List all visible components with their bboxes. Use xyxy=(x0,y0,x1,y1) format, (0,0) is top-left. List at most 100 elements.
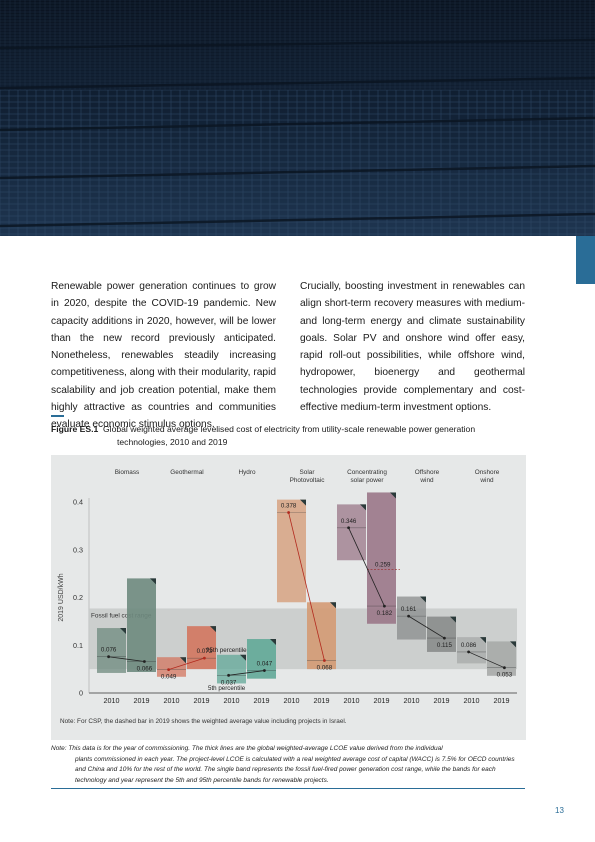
percentile-band xyxy=(157,657,186,677)
y-tick-label: 0 xyxy=(79,689,83,698)
technology-label: Solar xyxy=(300,469,316,476)
value-label: 0.346 xyxy=(341,518,357,525)
figure-panel: 2019 USD/kWh 0 0.1 0.2 0.3 0.4 Fossil fuel cos… xyxy=(51,455,526,740)
percentile-band xyxy=(247,639,276,679)
band-corner-marker xyxy=(390,492,396,499)
percentile-95-label: 95th percentile xyxy=(206,647,247,654)
value-label: 0.037 xyxy=(221,679,237,686)
technology-label: solar power xyxy=(350,477,384,484)
technology-label: Hydro xyxy=(238,469,255,476)
figure-note: Note: For CSP, the dashed bar in 2019 sh… xyxy=(60,718,347,725)
average-point xyxy=(383,604,386,608)
dashed-value-label: 0.259 xyxy=(375,561,391,568)
y-tick-label: 0.3 xyxy=(73,545,83,554)
band-corner-marker xyxy=(150,578,156,585)
y-tick-label: 0.2 xyxy=(73,593,83,602)
technology-label: Offshore xyxy=(415,469,440,476)
x-tick-label: 2019 xyxy=(494,696,510,705)
technology-label: wind xyxy=(479,477,494,484)
technology-label: Biomass xyxy=(115,469,140,476)
value-label: 0.068 xyxy=(317,665,333,672)
x-tick-label: 2019 xyxy=(134,696,150,705)
value-label: 0.047 xyxy=(257,661,273,668)
band-corner-marker xyxy=(450,616,456,623)
x-tick-label: 2019 xyxy=(314,696,330,705)
y-tick-label: 0.1 xyxy=(73,641,83,650)
bottom-note: Note: This data is for the year of commi… xyxy=(51,744,525,786)
figure-title-line1: Global weighted average levelised cost o… xyxy=(103,424,476,434)
average-point xyxy=(347,526,350,530)
value-label: 0.161 xyxy=(401,606,417,613)
average-point xyxy=(167,668,170,672)
value-label: 0.076 xyxy=(101,647,117,654)
y-axis-title: 2019 USD/kWh xyxy=(58,573,65,621)
average-point xyxy=(443,636,446,640)
value-label: 0.086 xyxy=(461,642,477,649)
percentile-band xyxy=(127,578,156,672)
x-tick-label: 2010 xyxy=(344,696,360,705)
value-label: 0.378 xyxy=(281,503,297,510)
fossil-fuel-label: Fossil fuel cost range xyxy=(91,612,152,619)
band-corner-marker xyxy=(240,654,246,661)
average-point xyxy=(107,655,110,659)
band-corner-marker xyxy=(180,657,186,664)
average-point xyxy=(467,650,470,654)
x-tick-label: 2019 xyxy=(194,696,210,705)
technology-label: Concentrating xyxy=(347,469,387,476)
technology-label: Onshore xyxy=(475,469,500,476)
trend-line xyxy=(408,615,445,639)
technology-label: wind xyxy=(419,477,434,484)
percentile-band xyxy=(307,602,336,670)
band-corner-marker xyxy=(480,637,486,644)
x-tick-label: 2010 xyxy=(404,696,420,705)
average-point xyxy=(323,659,326,662)
band-corner-marker xyxy=(300,499,306,506)
x-tick-label: 2010 xyxy=(284,696,300,705)
value-label: 0.073 xyxy=(197,648,213,655)
percentile-band xyxy=(217,654,246,684)
bottom-note-rest: plants commissioned in each year. The pr… xyxy=(75,755,515,784)
percentile-band xyxy=(97,628,126,673)
x-tick-label: 2019 xyxy=(434,696,450,705)
value-label: 0.049 xyxy=(161,674,177,681)
percentile-band xyxy=(427,616,456,652)
section-tab xyxy=(576,236,595,284)
figure-label: Figure ES.1 xyxy=(51,424,99,434)
band-corner-marker xyxy=(210,626,216,633)
y-tick-label: 0.4 xyxy=(73,498,83,507)
figure-accent-rule xyxy=(51,415,64,417)
lcoe-chart: 2019 USD/kWh 0 0.1 0.2 0.3 0.4 Fossil fuel cos… xyxy=(58,469,517,705)
value-label: 0.115 xyxy=(437,642,453,649)
bottom-note-first-line: Note: This data is for the year of commi… xyxy=(51,745,443,752)
page-number: 13 xyxy=(555,806,564,815)
band-corner-marker xyxy=(510,641,516,648)
hero-image-solar-panels xyxy=(0,0,595,236)
technology-label: Geothermal xyxy=(170,469,203,476)
trend-line xyxy=(468,651,505,669)
x-tick-label: 2010 xyxy=(104,696,120,705)
figure-caption: Figure ES.1 Global weighted average level… xyxy=(51,423,531,449)
figure-title-line2: technologies, 2010 and 2019 xyxy=(117,437,228,447)
trend-line xyxy=(288,512,325,661)
band-corner-marker xyxy=(330,602,336,609)
band-corner-marker xyxy=(360,504,366,511)
average-point xyxy=(407,614,410,618)
x-tick-label: 2010 xyxy=(164,696,180,705)
intro-paragraph-right: Crucially, boosting investment in renewa… xyxy=(300,281,525,414)
average-point xyxy=(227,673,231,677)
average-point xyxy=(263,669,266,672)
percentile-band xyxy=(457,637,486,664)
percentile-band xyxy=(337,504,366,561)
trend-line xyxy=(228,670,265,676)
average-point xyxy=(203,656,206,660)
trend-line xyxy=(168,657,205,670)
trend-line xyxy=(108,656,145,662)
technology-label: Photovoltaic xyxy=(290,477,326,484)
average-point xyxy=(287,511,290,514)
x-tick-label: 2019 xyxy=(374,696,390,705)
band-corner-marker xyxy=(420,596,426,603)
percentile-band xyxy=(277,499,306,603)
intro-paragraph-left: Renewable power generation continues to … xyxy=(51,281,276,431)
band-corner-marker xyxy=(120,628,126,635)
percentile-band xyxy=(487,641,516,676)
